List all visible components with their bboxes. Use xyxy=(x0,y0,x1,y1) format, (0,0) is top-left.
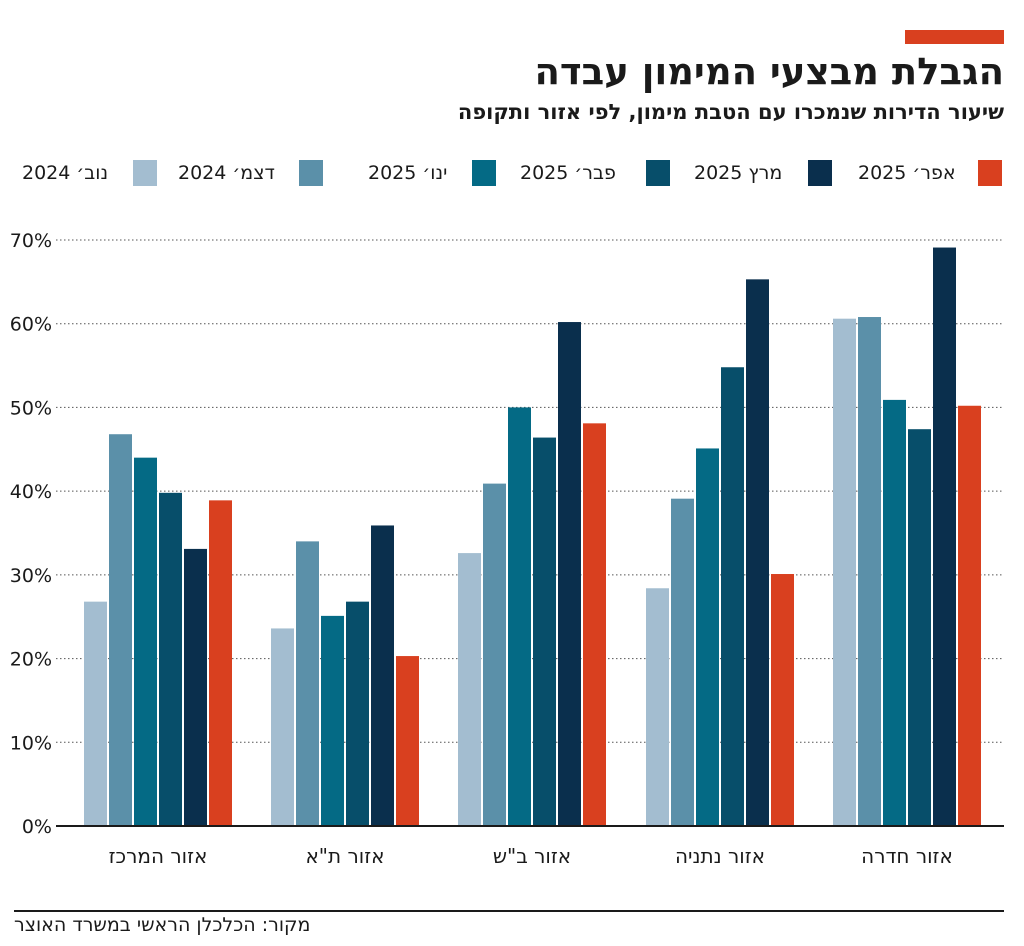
bar xyxy=(908,429,931,826)
x-category-label: אזור ת"א xyxy=(305,844,384,868)
bar xyxy=(933,247,956,826)
bar-chart: 0% 10% 20% 30% 40% 50% 60% 70% אזור המרכז אזור ת"… xyxy=(10,230,1004,868)
legend-swatch xyxy=(978,160,1002,186)
bar xyxy=(558,322,581,826)
bar xyxy=(671,498,694,826)
source-divider xyxy=(14,910,1004,912)
legend-label: מרץ 2025 xyxy=(694,162,783,184)
y-tick-label: 30% xyxy=(10,565,52,587)
y-tick-label: 20% xyxy=(10,649,52,671)
y-tick-label: 60% xyxy=(10,314,52,336)
legend-swatch xyxy=(299,160,323,186)
bar xyxy=(746,279,769,826)
chart-title: הגבלת מבצעי המימון עבדה xyxy=(534,50,1005,93)
bar xyxy=(109,434,132,826)
legend-swatch xyxy=(472,160,496,186)
bar xyxy=(271,628,294,826)
bar xyxy=(346,601,369,826)
bar xyxy=(458,553,481,826)
bar xyxy=(508,407,531,826)
bar xyxy=(858,317,881,826)
bar xyxy=(883,399,906,826)
chart-subtitle: שיעור הדירות שנמכרו עם הטבת מימון, לפי א… xyxy=(457,100,1004,124)
legend-label: דצמ׳ 2024 xyxy=(178,162,275,184)
legend-swatch xyxy=(133,160,157,186)
bar xyxy=(533,437,556,826)
bar xyxy=(771,574,794,826)
legend-label: פבר׳ 2025 xyxy=(520,162,616,184)
x-category-label: אזור ב"ש xyxy=(493,844,571,868)
bar xyxy=(721,367,744,826)
bar xyxy=(371,525,394,826)
bar xyxy=(84,601,107,826)
x-category-label: אזור חדרה xyxy=(861,844,953,868)
bar xyxy=(296,541,319,826)
legend-swatch xyxy=(646,160,670,186)
bar xyxy=(209,500,232,826)
y-tick-label: 40% xyxy=(10,481,52,503)
x-category-label: אזור המרכז xyxy=(109,844,208,868)
bar xyxy=(696,448,719,826)
bar xyxy=(833,318,856,826)
bar xyxy=(159,492,182,826)
bar xyxy=(321,615,344,826)
source-note: מקור: הכלכלן הראשי במשרד האוצר xyxy=(14,914,311,936)
bar xyxy=(396,656,419,826)
legend-label: ינו׳ 2025 xyxy=(368,162,448,184)
y-tick-label: 10% xyxy=(10,732,52,754)
bar xyxy=(483,483,506,826)
bar xyxy=(184,548,207,826)
y-tick-label: 50% xyxy=(10,397,52,419)
accent-bar xyxy=(905,30,1004,44)
legend-label: נוב׳ 2024 xyxy=(22,162,109,184)
legend-label: אפר׳ 2025 xyxy=(858,162,956,184)
y-tick-label: 70% xyxy=(10,230,52,252)
x-category-label: אזור נתניה xyxy=(675,844,765,868)
bar xyxy=(583,423,606,826)
bar xyxy=(646,588,669,826)
legend-swatch xyxy=(808,160,832,186)
y-tick-label: 0% xyxy=(22,816,52,838)
bar xyxy=(958,405,981,826)
bar xyxy=(134,457,157,826)
